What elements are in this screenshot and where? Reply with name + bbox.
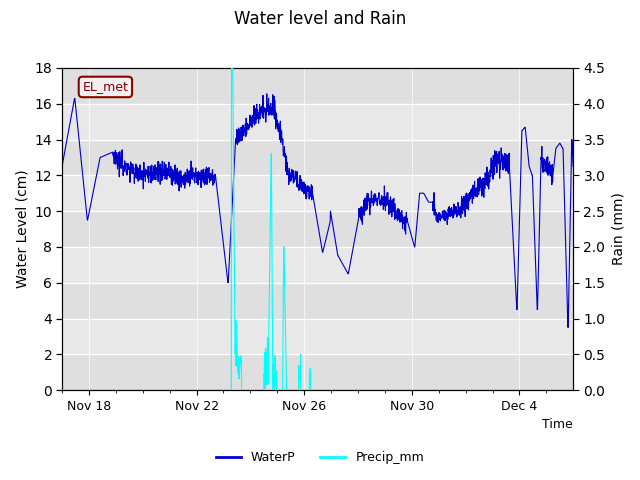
Text: EL_met: EL_met [83,81,129,94]
Y-axis label: Water Level (cm): Water Level (cm) [15,170,29,288]
Text: Water level and Rain: Water level and Rain [234,10,406,28]
Bar [62,140,573,175]
X-axis label: Time: Time [542,419,573,432]
Bar [62,211,573,247]
Bar [62,68,573,104]
Bar [62,354,573,390]
Bar [62,283,573,319]
Y-axis label: Rain (mm): Rain (mm) [611,192,625,265]
Legend: WaterP, Precip_mm: WaterP, Precip_mm [211,446,429,469]
